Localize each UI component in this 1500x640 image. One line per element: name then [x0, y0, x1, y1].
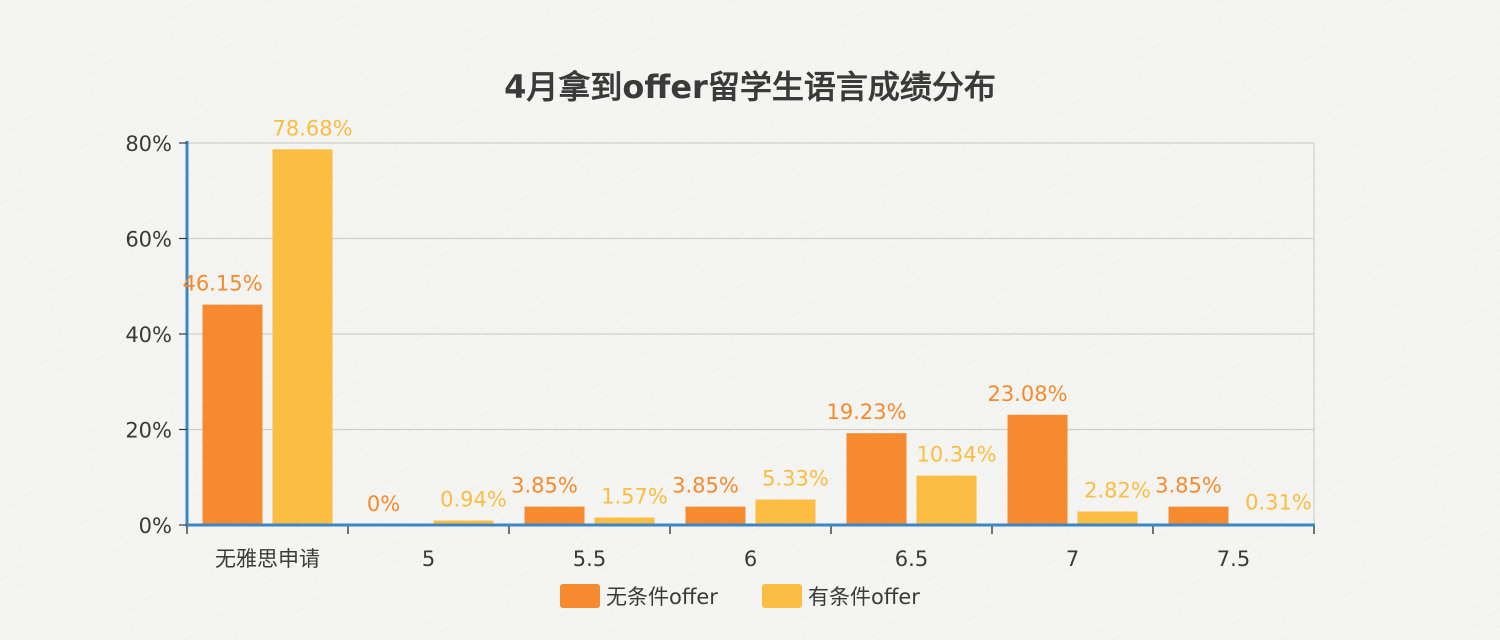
- y-tick-label: 20%: [125, 419, 172, 443]
- x-tick-label: 无雅思申请: [215, 547, 320, 571]
- bar-unconditional: [202, 304, 263, 525]
- bar-unconditional: [1168, 506, 1229, 525]
- bar-conditional: [1077, 511, 1138, 525]
- data-label: 2.82%: [1084, 479, 1151, 503]
- bar-conditional: [755, 499, 816, 525]
- axes: [179, 141, 1315, 534]
- bar-conditional: [594, 517, 655, 525]
- legend-label-unconditional: 无条件offer: [606, 585, 718, 609]
- bar-unconditional: [524, 506, 585, 525]
- x-tick-label: 5.5: [573, 547, 606, 571]
- chart-title: 4月拿到offer留学生语言成绩分布: [504, 68, 996, 106]
- bar-unconditional: [846, 433, 907, 525]
- data-label: 46.15%: [182, 272, 262, 296]
- y-tick-label: 0%: [139, 514, 172, 538]
- data-labels: 46.15%78.68%0% 0.94%3.85% 1.57% 3.85% 5.33%1…: [182, 116, 1311, 516]
- bar-unconditional: [685, 506, 746, 525]
- x-tick-label: 6: [744, 547, 757, 571]
- data-label: 0.94%: [440, 488, 507, 512]
- y-axis-ticks: 0% 20% 40% 60% 80%: [125, 132, 172, 538]
- data-label: 23.08%: [987, 382, 1067, 406]
- x-axis-ticks: 无雅思申请 5 5.5 6 6.5 7 7.5: [215, 547, 1250, 571]
- data-label: 1.57%: [601, 485, 668, 509]
- data-label: 10.34%: [916, 443, 996, 467]
- x-tick-label: 7: [1066, 547, 1079, 571]
- data-label: 3.85%: [1155, 474, 1222, 498]
- y-tick-label: 40%: [125, 323, 172, 347]
- legend-swatch-conditional: [762, 584, 802, 608]
- bar-conditional: [433, 520, 494, 525]
- x-tick-label: 7.5: [1217, 547, 1250, 571]
- data-label: 19.23%: [826, 400, 906, 424]
- legend: 无条件offer 有条件offer: [560, 584, 920, 609]
- x-tick-label: 5: [422, 547, 435, 571]
- data-label: 3.85%: [511, 474, 578, 498]
- y-tick-label: 60%: [125, 228, 172, 252]
- y-tick-label: 80%: [125, 132, 172, 156]
- bar-unconditional: [1007, 414, 1068, 525]
- bar-conditional: [916, 475, 977, 525]
- legend-swatch-unconditional: [560, 584, 600, 608]
- gridlines: [187, 142, 1315, 525]
- legend-label-conditional: 有条件offer: [808, 585, 920, 609]
- x-tick-label: 6.5: [895, 547, 928, 571]
- bars: [202, 149, 1299, 526]
- data-label: 0.31%: [1245, 491, 1312, 515]
- data-label: 78.68%: [272, 116, 352, 140]
- data-label: 5.33%: [762, 467, 829, 491]
- data-label: 3.85%: [672, 474, 739, 498]
- data-label: 0%: [367, 492, 400, 516]
- bar-conditional: [272, 149, 333, 526]
